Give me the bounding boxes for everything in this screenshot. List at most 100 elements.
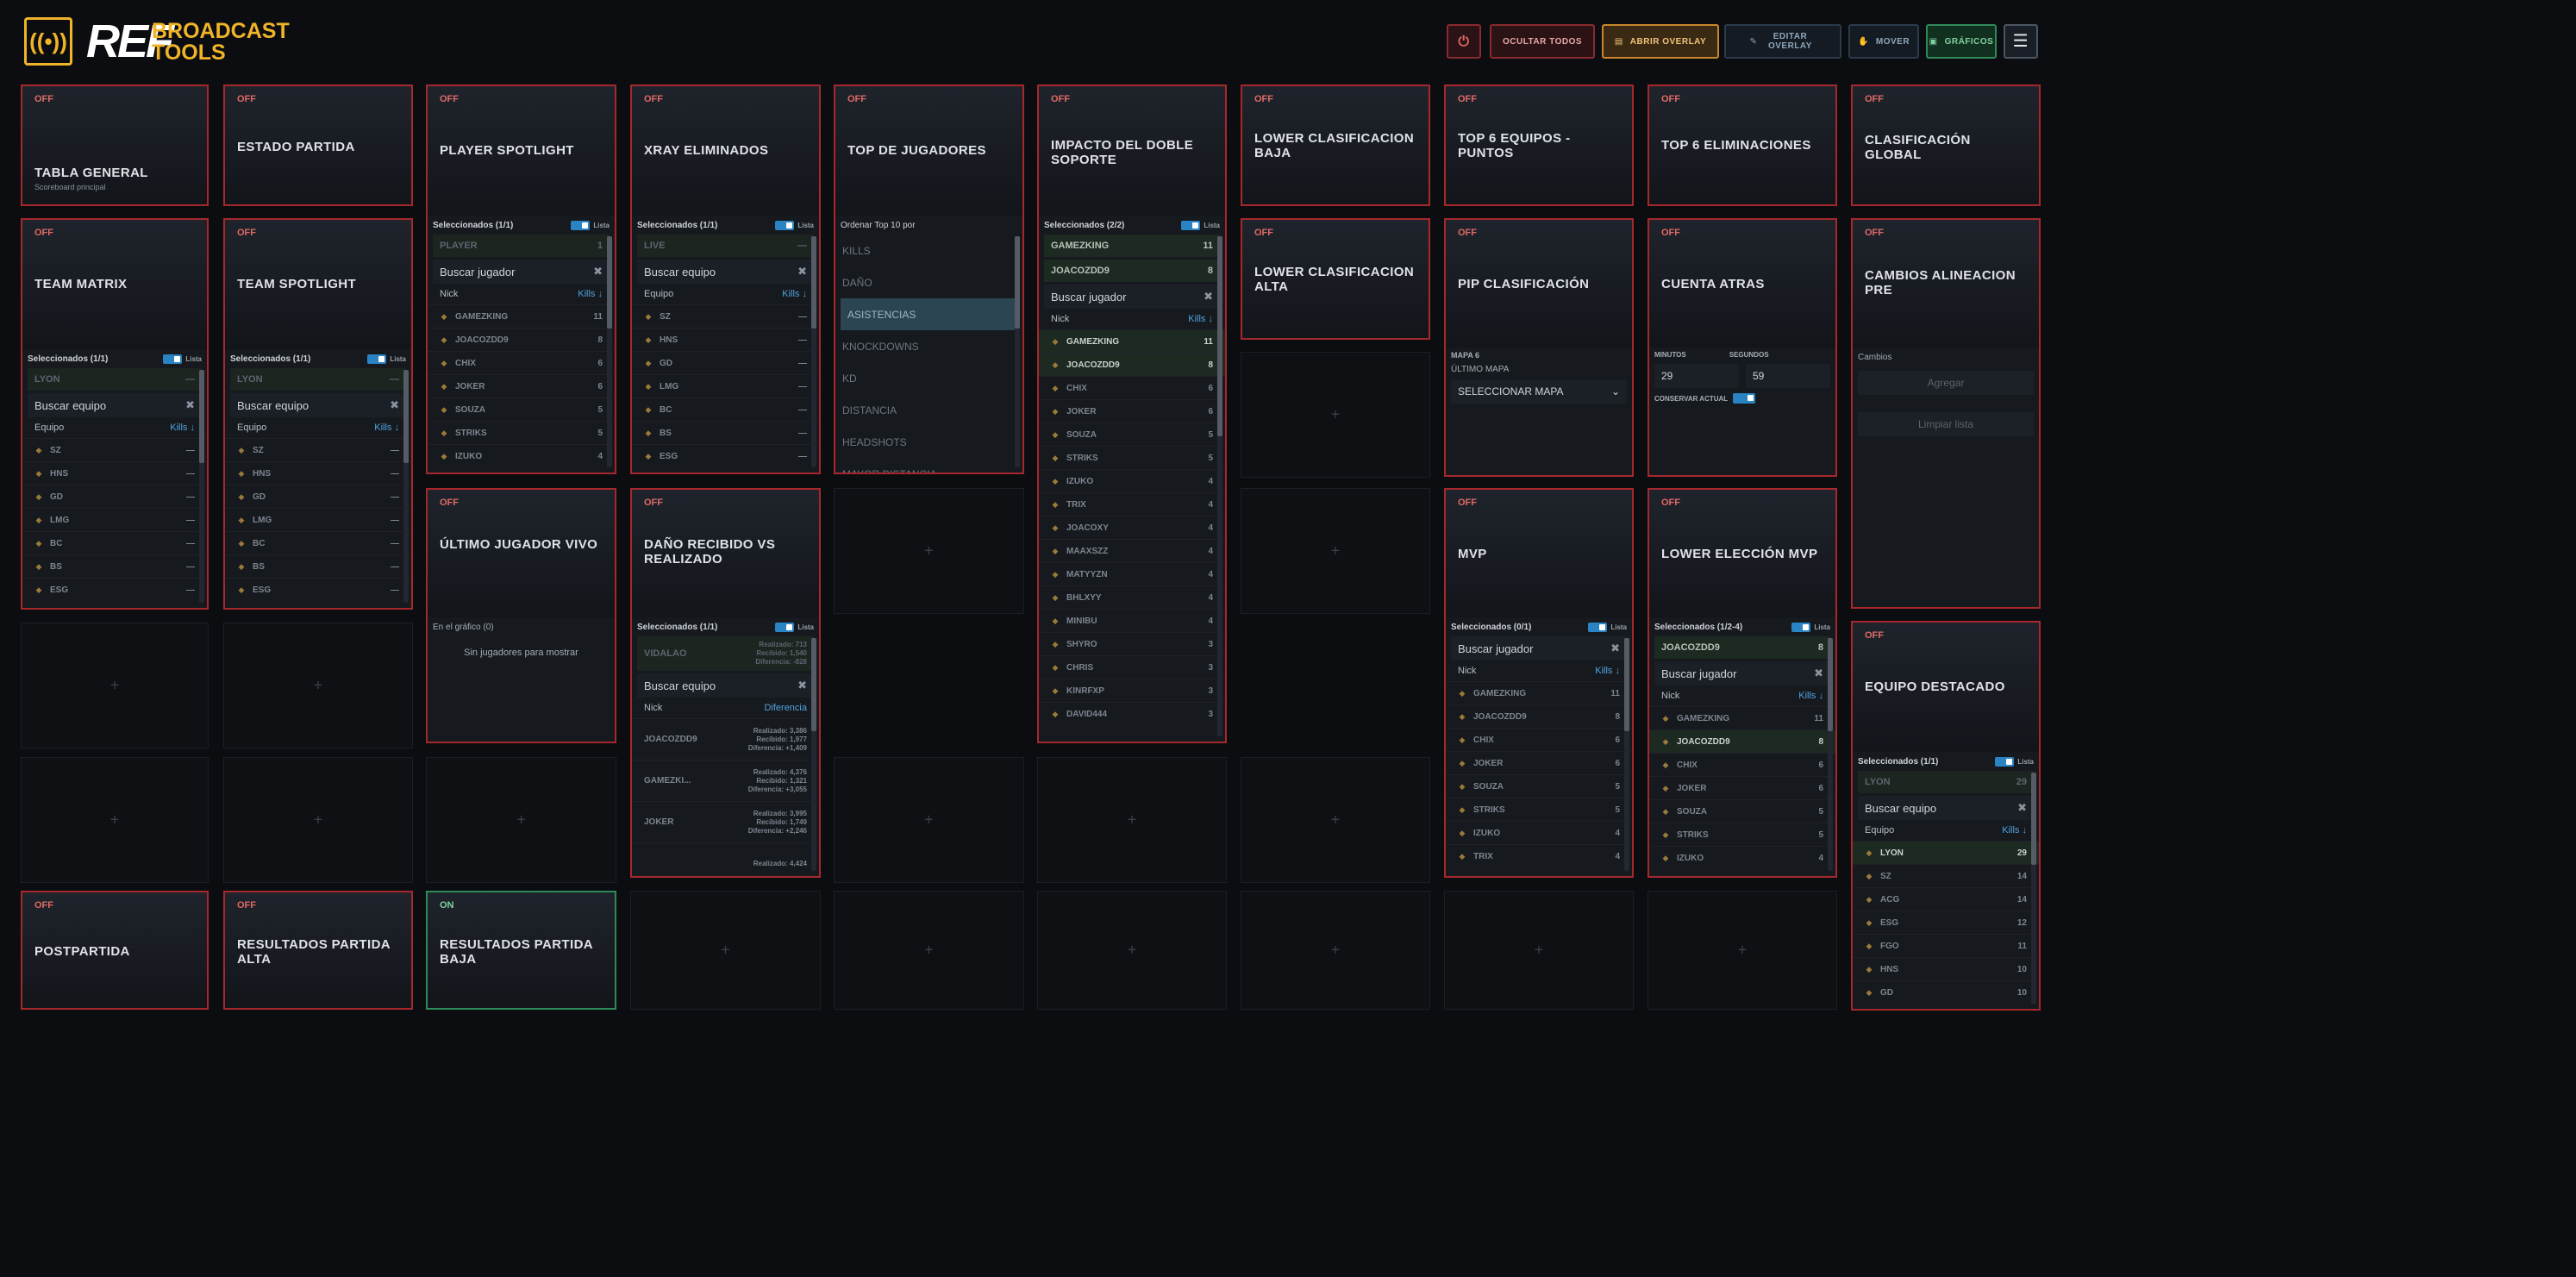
list-item[interactable]: ◆ HNS 10 <box>1853 957 2039 980</box>
tile-dano-recibido[interactable]: OFF DAÑO RECIBIDO VS REALIZADO <box>630 488 821 617</box>
list-item[interactable]: ◆ TRIX 4 <box>1039 492 1225 516</box>
tile-postpartida[interactable]: OFF POSTPARTIDA <box>21 891 209 1010</box>
empty-slot[interactable]: + <box>223 757 413 883</box>
tile-ultimo-jugador-vivo[interactable]: OFF ÚLTIMO JUGADOR VIVO <box>426 488 616 617</box>
list-item[interactable]: ◆ JOACOZDD9 8 <box>428 328 615 351</box>
tile-team-matrix[interactable]: OFF TEAM MATRIX <box>21 218 209 349</box>
tile-top6-eliminaciones[interactable]: OFF TOP 6 ELIMINACIONES <box>1648 85 1837 206</box>
list-item[interactable]: ◆ GAMEZKING 11 <box>1446 681 1632 704</box>
clear-icon[interactable]: ✖ <box>185 398 195 411</box>
list-toggle[interactable]: Lista <box>163 354 202 364</box>
list-toggle[interactable]: Lista <box>571 220 610 230</box>
sort-difference[interactable]: Diferencia <box>764 703 807 713</box>
search-team-input[interactable]: Buscar equipo ✖ <box>637 673 814 698</box>
list-toggle[interactable]: Lista <box>775 622 814 632</box>
open-overlay-button[interactable]: ▤ ABRIR OVERLAY <box>1602 24 1719 59</box>
sort-kills[interactable]: Kills ↓ <box>578 289 603 299</box>
list-item[interactable]: ◆ BC — <box>22 531 207 554</box>
hide-all-button[interactable]: OCULTAR TODOS <box>1490 24 1595 59</box>
list-toggle[interactable]: Lista <box>1181 220 1220 230</box>
list-item[interactable]: ◆ SOUZA 5 <box>1039 423 1225 446</box>
tile-lower-clasificacion-baja[interactable]: OFF LOWER CLASIFICACION BAJA <box>1241 85 1430 206</box>
sort-option[interactable]: DAÑO <box>842 276 872 289</box>
toggle-switch[interactable] <box>1733 393 1756 404</box>
tile-mvp[interactable]: OFF MVP <box>1444 488 1634 617</box>
search-team-input[interactable]: Buscar equipo ✖ <box>637 260 814 284</box>
list-item[interactable]: ◆ JOACOZDD9 8 <box>1039 353 1225 376</box>
list-item[interactable]: ◆ SZ — <box>22 438 207 461</box>
list-toggle[interactable]: Lista <box>367 354 406 364</box>
list-item[interactable]: ◆ STRIKS 5 <box>1649 823 1835 846</box>
list-item[interactable]: JOACOZDD9 Realizado: 3,386 Recibido: 1,977… <box>632 718 819 760</box>
sort-kills[interactable]: Kills ↓ <box>374 423 399 433</box>
selected-player[interactable]: JOACOZDD9 8 <box>1044 260 1220 282</box>
list-item[interactable]: ◆ GD 10 <box>1853 980 2039 1004</box>
sort-kills[interactable]: Kills ↓ <box>782 289 807 299</box>
scrollbar[interactable] <box>1828 638 1833 871</box>
tile-lower-eleccion-mvp[interactable]: OFF LOWER ELECCIÓN MVP <box>1648 488 1837 617</box>
tile-pip-clasificacion[interactable]: OFF PIP CLASIFICACIÓN <box>1444 218 1634 347</box>
list-item[interactable]: ◆ IZUKO 4 <box>428 444 615 467</box>
list-item[interactable]: ◆ CHIX 6 <box>428 351 615 374</box>
sort-option[interactable]: KILLS <box>842 244 871 257</box>
selected-player[interactable]: VIDALAO Realizado: 713 Recibido: 1,540 Dif… <box>637 636 814 671</box>
list-item[interactable]: ◆ BC — <box>632 397 819 421</box>
list-item[interactable]: ◆ GD — <box>225 485 411 508</box>
list-toggle[interactable]: Lista <box>775 220 814 230</box>
list-item[interactable]: ◆ IZUKO 4 <box>1649 846 1835 869</box>
scrollbar[interactable] <box>1015 236 1020 467</box>
selected-team[interactable]: LYON — <box>230 368 406 391</box>
sort-kills[interactable]: Kills ↓ <box>1798 691 1823 701</box>
empty-slot[interactable]: + <box>21 757 209 883</box>
sort-option[interactable]: HEADSHOTS <box>842 435 907 448</box>
empty-slot[interactable]: + <box>223 623 413 748</box>
empty-slot[interactable]: + <box>630 891 821 1010</box>
edit-overlay-button[interactable]: ✎ EDITAR OVERLAY <box>1724 24 1841 59</box>
search-player-input[interactable]: Buscar jugador ✖ <box>1044 285 1220 309</box>
list-item[interactable]: Realizado: 4,424 <box>632 842 819 876</box>
list-item[interactable]: ◆ KINRFXP 3 <box>1039 679 1225 702</box>
list-item[interactable]: ◆ SZ — <box>632 304 819 328</box>
selected-player[interactable]: PLAYER 1 <box>433 235 610 257</box>
sort-option[interactable]: DISTANCIA <box>842 404 897 416</box>
list-item[interactable]: ◆ IZUKO 4 <box>1039 469 1225 492</box>
empty-slot[interactable]: + <box>21 623 209 748</box>
list-item[interactable]: ◆ CHIX 6 <box>1446 728 1632 751</box>
clear-icon[interactable]: ✖ <box>797 265 807 278</box>
list-toggle[interactable]: Lista <box>1791 622 1830 632</box>
sort-option[interactable]: ASISTENCIAS <box>841 298 1017 330</box>
list-item[interactable]: ◆ JOKER 6 <box>1039 399 1225 423</box>
list-item[interactable]: ◆ ESG — <box>22 578 207 601</box>
tile-impacto-doble-soporte[interactable]: OFF IMPACTO DEL DOBLE SOPORTE <box>1037 85 1227 216</box>
empty-slot[interactable]: + <box>1444 891 1634 1010</box>
list-item[interactable]: ◆ MAAXSZZ 4 <box>1039 539 1225 562</box>
list-item[interactable]: ◆ TRIX 4 <box>1446 844 1632 867</box>
list-item[interactable]: ◆ ESG — <box>225 578 411 601</box>
tile-top-jugadores[interactable]: OFF TOP DE JUGADORES <box>834 85 1024 216</box>
clear-icon[interactable]: ✖ <box>593 265 603 278</box>
list-item[interactable]: ◆ JOACOZDD9 8 <box>1446 704 1632 728</box>
list-item[interactable]: ◆ CHIX 6 <box>1039 376 1225 399</box>
list-item[interactable]: ◆ ACG 14 <box>1853 887 2039 911</box>
tile-cuenta-atras[interactable]: OFF CUENTA ATRAS <box>1648 218 1837 347</box>
selected-team[interactable]: LYON 29 <box>1858 771 2034 793</box>
empty-slot[interactable]: + <box>834 757 1024 883</box>
tile-clasificacion-global[interactable]: OFF CLASIFICACIÓN GLOBAL <box>1851 85 2041 206</box>
clear-icon[interactable]: ✖ <box>797 679 807 692</box>
search-team-input[interactable]: Buscar equipo ✖ <box>1858 796 2034 820</box>
empty-slot[interactable]: + <box>834 488 1024 614</box>
empty-slot[interactable]: + <box>1241 352 1430 478</box>
list-item[interactable]: ◆ DAVID444 3 <box>1039 702 1225 725</box>
empty-slot[interactable]: + <box>1241 757 1430 883</box>
list-toggle[interactable]: Lista <box>1995 756 2034 767</box>
power-button[interactable]: ⏻ <box>1447 24 1481 59</box>
search-player-input[interactable]: Buscar jugador ✖ <box>1654 661 1830 685</box>
clear-icon[interactable]: ✖ <box>390 398 399 411</box>
list-item[interactable]: ◆ LMG — <box>632 374 819 397</box>
list-item[interactable]: ◆ STRIKS 5 <box>1446 798 1632 821</box>
scrollbar[interactable] <box>607 236 612 467</box>
selected-team[interactable]: LYON — <box>28 368 202 391</box>
tile-tabla-general[interactable]: OFF TABLA GENERAL Scoreboard principal <box>21 85 209 206</box>
seconds-input[interactable]: 59 <box>1746 364 1830 388</box>
empty-slot[interactable]: + <box>1648 891 1837 1010</box>
